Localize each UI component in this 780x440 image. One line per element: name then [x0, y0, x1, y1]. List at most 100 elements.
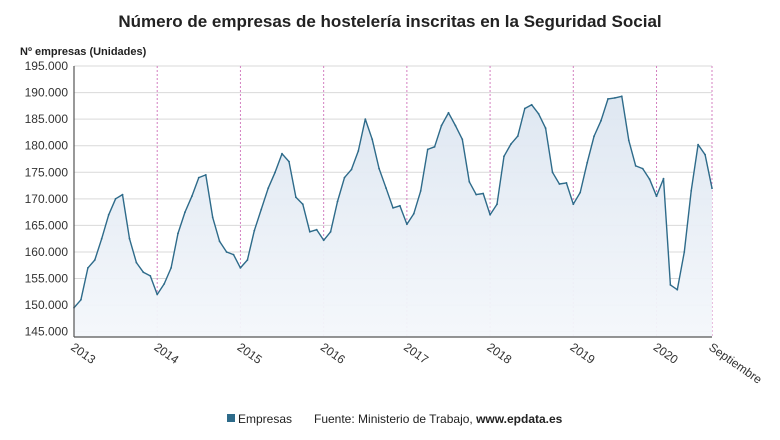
y-tick-label: 195.000: [25, 59, 69, 73]
data-point: [364, 118, 367, 120]
data-point: [274, 171, 276, 174]
data-point: [121, 193, 124, 196]
data-point: [433, 145, 436, 148]
x-tick-label: 2015: [235, 340, 265, 367]
x-tick-label: 2020: [651, 340, 681, 367]
data-point: [551, 171, 554, 174]
y-tick-label: 185.000: [25, 112, 69, 126]
data-point: [288, 160, 290, 163]
data-point: [281, 152, 283, 155]
data-point: [87, 267, 89, 269]
data-point: [454, 124, 457, 127]
data-point: [426, 148, 429, 151]
data-point: [496, 203, 498, 206]
data-point: [475, 193, 478, 196]
source-prefix: Fuente: Ministerio de Trabajo,: [314, 412, 476, 426]
data-point: [225, 251, 228, 253]
data-point: [627, 139, 630, 142]
data-point: [572, 203, 575, 206]
data-point: [579, 191, 582, 194]
data-point: [510, 143, 512, 146]
data-point: [461, 138, 464, 141]
data-point: [336, 200, 339, 203]
data-point: [260, 208, 263, 211]
data-point: [184, 211, 186, 214]
data-point: [607, 98, 609, 100]
data-point: [419, 190, 422, 192]
data-point: [197, 176, 200, 179]
data-point: [93, 259, 96, 261]
x-tick-label: 2014: [151, 340, 181, 367]
data-point: [406, 223, 408, 226]
y-tick-label: 180.000: [25, 139, 69, 153]
y-tick-label: 190.000: [25, 86, 69, 100]
data-point: [149, 275, 152, 277]
data-point: [676, 288, 679, 291]
data-point: [211, 216, 214, 219]
data-point: [315, 228, 318, 231]
data-point: [308, 230, 311, 233]
y-tick-label: 145.000: [25, 325, 69, 339]
y-tick-label: 150.000: [25, 298, 69, 312]
data-point: [544, 127, 547, 130]
data-point: [683, 251, 686, 253]
chart-title: Número de empresas de hostelería inscrit…: [118, 12, 661, 31]
x-tick-label: 2017: [401, 340, 431, 367]
data-point: [440, 124, 443, 127]
data-point: [704, 153, 706, 156]
data-point: [343, 176, 346, 179]
data-point: [163, 283, 166, 285]
data-point: [697, 143, 699, 146]
source-note: Fuente: Ministerio de Trabajo, www.epdat…: [314, 412, 563, 426]
data-point: [128, 237, 131, 240]
data-point: [301, 203, 304, 206]
data-point: [523, 107, 526, 110]
data-point: [600, 119, 602, 122]
data-point: [641, 167, 644, 170]
data-point: [648, 178, 651, 181]
data-point: [80, 298, 82, 301]
data-point: [468, 180, 471, 183]
y-axis-ticks: 145.000 150.000 155.000 160.000 165.000 170.0…: [25, 59, 69, 339]
legend-label: Empresas: [238, 412, 292, 426]
data-point: [322, 239, 325, 242]
data-point: [142, 271, 145, 274]
data-point: [447, 111, 450, 114]
data-point: [516, 135, 519, 138]
data-point: [218, 240, 221, 243]
legend: Empresas: [227, 412, 292, 426]
data-point: [156, 293, 159, 296]
data-point: [482, 192, 485, 195]
data-point: [669, 284, 672, 286]
y-tick-label: 165.000: [25, 218, 69, 232]
data-point: [100, 237, 103, 240]
data-point: [295, 196, 297, 199]
data-point: [357, 150, 360, 152]
x-tick-label: 2016: [318, 340, 348, 367]
axes: [73, 66, 712, 338]
data-point: [246, 259, 249, 261]
y-tick-label: 155.000: [25, 272, 69, 286]
source-site[interactable]: www.epdata.es: [475, 412, 563, 426]
data-point: [662, 177, 665, 180]
y-tick-label: 160.000: [25, 245, 69, 259]
data-point: [114, 197, 117, 200]
data-point: [690, 190, 693, 192]
data-point: [503, 155, 505, 158]
data-point: [655, 195, 658, 198]
data-point: [239, 267, 242, 269]
data-point: [204, 174, 207, 176]
data-point: [586, 161, 589, 164]
data-point: [232, 253, 235, 256]
data-point: [378, 167, 380, 170]
y-tick-label: 175.000: [25, 165, 69, 179]
data-point: [614, 97, 616, 99]
data-point: [399, 204, 401, 207]
data-point: [177, 232, 179, 235]
data-point: [558, 183, 561, 185]
data-point: [711, 187, 713, 190]
data-point: [191, 195, 193, 198]
data-point: [350, 168, 353, 171]
x-tick-label: Septiembre: [706, 340, 765, 387]
